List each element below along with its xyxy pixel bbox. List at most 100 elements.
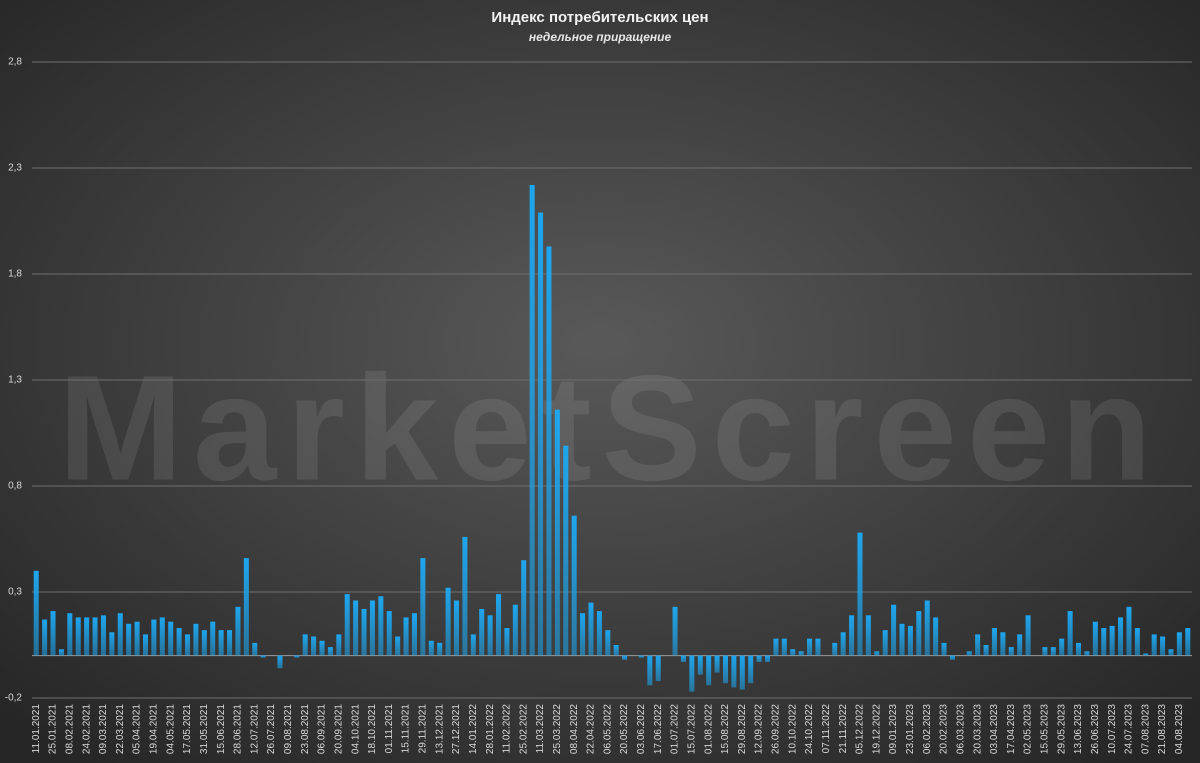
bar <box>210 621 216 656</box>
chart-title: Индекс потребительских цен <box>491 9 708 26</box>
x-tick-label: 11.03.2022 <box>535 704 546 754</box>
bar <box>1067 611 1073 656</box>
bar <box>403 617 409 656</box>
bar <box>142 634 148 656</box>
bar <box>260 655 266 658</box>
bar <box>184 634 191 656</box>
bar <box>521 560 527 656</box>
x-tick-label: 28.06.2021 <box>233 704 244 754</box>
bar <box>924 600 930 656</box>
x-tick-label: 24.02.2021 <box>81 704 92 754</box>
bar <box>462 536 468 656</box>
x-tick-label: 20.02.2023 <box>939 704 950 754</box>
bar <box>613 645 619 656</box>
x-tick-label: 04.05.2021 <box>165 704 176 754</box>
x-tick-label: 15.05.2023 <box>1040 704 1051 754</box>
bar <box>512 604 518 656</box>
x-tick-label: 07.08.2023 <box>1140 704 1151 754</box>
x-tick-label: 01.11.2021 <box>384 704 395 754</box>
bar <box>453 600 460 656</box>
bar <box>807 638 813 656</box>
x-tick-label: 26.07.2021 <box>266 704 277 754</box>
x-tick-label: 10.07.2023 <box>1107 704 1118 754</box>
bar <box>109 632 115 656</box>
bar <box>1017 634 1023 656</box>
bar <box>655 655 661 682</box>
x-tick-label: 19.04.2021 <box>149 704 160 754</box>
x-tick-label: 13.12.2021 <box>434 704 445 754</box>
bar <box>773 638 779 656</box>
x-tick-label: 12.09.2022 <box>754 704 765 754</box>
x-tick-label: 05.04.2021 <box>132 704 143 754</box>
bar <box>966 651 972 656</box>
bar <box>1050 647 1056 656</box>
chart-subtitle: недельное приращение <box>529 30 672 44</box>
x-tick-label: 18.10.2021 <box>367 704 378 754</box>
x-tick-label: 14.01.2022 <box>468 704 479 754</box>
x-tick-label: 17.06.2022 <box>653 704 664 754</box>
bar <box>235 606 241 656</box>
bar <box>689 655 695 692</box>
y-tick-label: 1,8 <box>8 269 22 280</box>
bar <box>294 655 300 658</box>
x-tick-label: 29.08.2022 <box>737 704 748 754</box>
x-tick-label: 26.06.2023 <box>1090 704 1101 754</box>
bar <box>554 409 560 656</box>
x-tick-label: 17.04.2023 <box>1006 704 1017 754</box>
x-tick-label: 01.08.2022 <box>703 704 714 754</box>
bar <box>151 619 157 656</box>
bar <box>428 640 434 656</box>
x-tick-label: 20.09.2021 <box>333 704 344 754</box>
bar <box>1126 606 1132 656</box>
bar <box>1092 621 1098 656</box>
bar <box>201 630 207 656</box>
x-tick-label: 15.08.2022 <box>720 704 731 754</box>
watermark: MarketScreen <box>58 344 1162 512</box>
bar <box>638 655 644 658</box>
bar <box>311 636 317 656</box>
bar <box>722 655 728 684</box>
bar <box>849 615 855 656</box>
y-tick-label: 2,3 <box>8 163 22 174</box>
bar <box>243 558 249 656</box>
bar <box>252 642 258 656</box>
bar <box>227 630 233 656</box>
x-tick-label: 15.07.2022 <box>686 704 697 754</box>
bar <box>1025 615 1031 656</box>
x-tick-label: 28.01.2022 <box>485 704 496 754</box>
bar <box>991 628 997 656</box>
x-tick-label: 08.02.2021 <box>64 704 75 754</box>
x-tick-label: 24.07.2023 <box>1124 704 1135 754</box>
x-tick-label: 19.12.2022 <box>871 704 882 754</box>
x-tick-label: 04.08.2023 <box>1174 704 1185 754</box>
bar <box>1101 628 1107 656</box>
bar <box>706 655 712 686</box>
x-tick-label: 27.12.2021 <box>451 704 462 754</box>
x-tick-label: 07.11.2022 <box>821 704 832 754</box>
bar <box>504 628 510 656</box>
bar <box>168 621 174 656</box>
x-tick-label: 31.05.2021 <box>199 704 210 754</box>
x-tick-label: 03.06.2022 <box>636 704 647 754</box>
bar <box>891 604 897 656</box>
bar <box>588 602 594 656</box>
bar <box>975 634 981 656</box>
bar <box>571 515 577 656</box>
bar <box>159 617 165 656</box>
x-tick-label: 13.06.2023 <box>1073 704 1084 754</box>
x-tick-label: 09.08.2021 <box>283 704 294 754</box>
x-tick-label: 26.09.2022 <box>771 704 782 754</box>
x-tick-label: 09.01.2023 <box>888 704 899 754</box>
bar <box>336 634 342 656</box>
x-tick-label: 20.03.2023 <box>972 704 983 754</box>
bar <box>319 640 325 656</box>
bar <box>437 642 443 656</box>
bar <box>1084 651 1090 656</box>
bar <box>764 655 771 662</box>
x-tick-label: 06.02.2023 <box>922 704 933 754</box>
x-tick-label: 21.11.2022 <box>838 704 849 754</box>
x-tick-label: 03.04.2023 <box>989 704 1000 754</box>
bar <box>546 246 552 656</box>
x-tick-label: 15.06.2021 <box>216 704 227 754</box>
